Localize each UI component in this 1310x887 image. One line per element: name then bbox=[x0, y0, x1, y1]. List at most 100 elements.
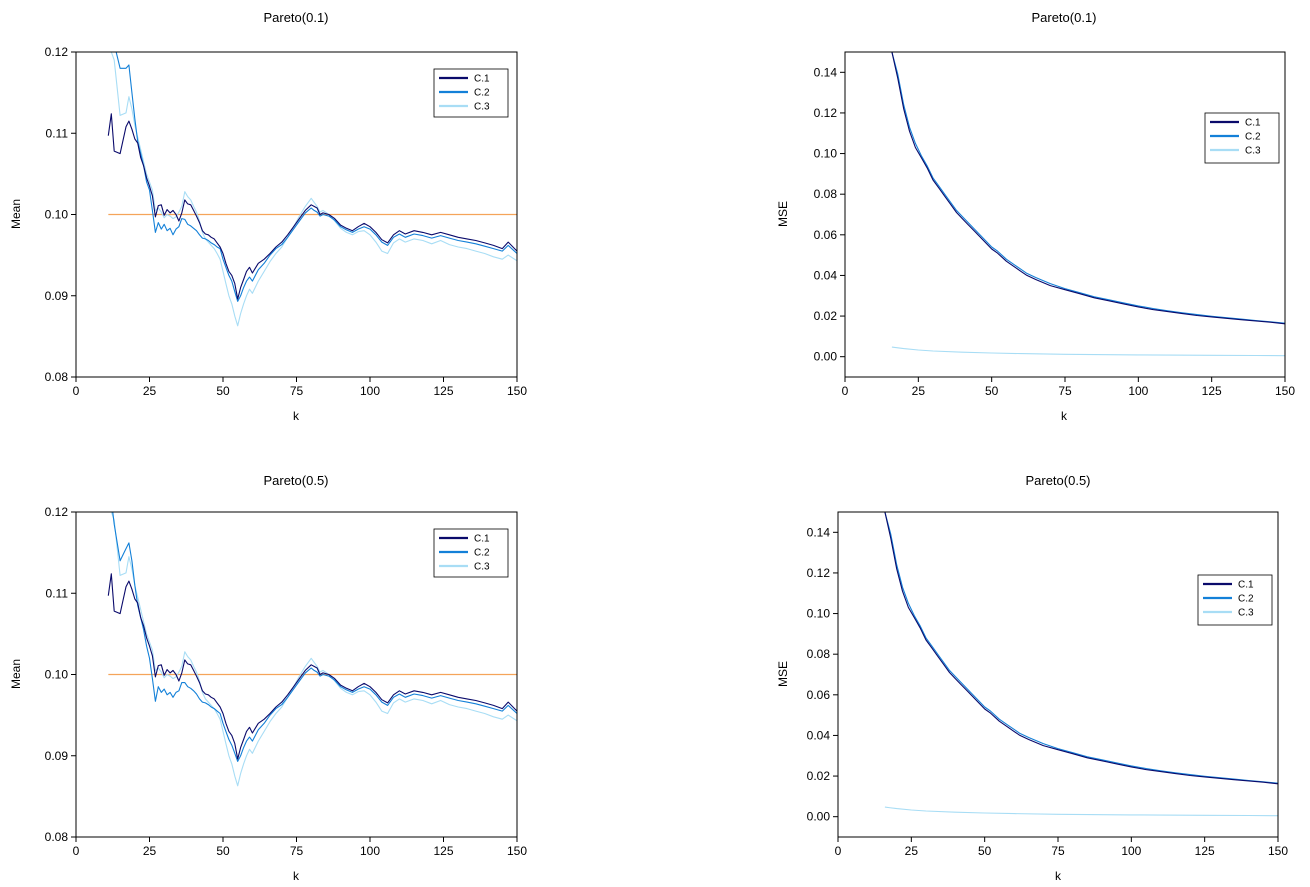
panel-title: Pareto(0.1) bbox=[1031, 10, 1096, 25]
y-tick-label: 0.14 bbox=[814, 65, 838, 79]
y-tick-label: 0.10 bbox=[45, 208, 69, 222]
plot-frame bbox=[837, 511, 1279, 838]
legend-label: C.1 bbox=[1238, 580, 1254, 591]
y-tick-label: 0.12 bbox=[45, 505, 69, 519]
x-tick-label: 125 bbox=[1195, 844, 1215, 858]
plot-frame bbox=[75, 511, 518, 838]
x-tick-label: 150 bbox=[1275, 384, 1295, 398]
x-tick-label: 25 bbox=[905, 844, 919, 858]
y-tick-label: 0.06 bbox=[807, 688, 831, 702]
legend: C.1 C.2 C.3 bbox=[1204, 112, 1280, 164]
x-tick-label: 125 bbox=[433, 384, 453, 398]
panel-title: Pareto(0.1) bbox=[263, 10, 328, 25]
x-tick-label: 150 bbox=[507, 844, 527, 858]
legend-label: C.2 bbox=[474, 88, 490, 99]
legend-label: C.1 bbox=[474, 74, 490, 85]
panel-mse-pareto-0-1: Pareto(0.1) MSE k 0 25 50 75 100 125 150 0.00 0.… bbox=[776, 10, 1295, 423]
x-tick-label: 50 bbox=[216, 844, 230, 858]
panel-title: Pareto(0.5) bbox=[263, 473, 328, 488]
y-tick-label: 0.06 bbox=[814, 228, 838, 242]
legend-label: C.3 bbox=[1238, 608, 1254, 619]
x-tick-label: 50 bbox=[978, 844, 992, 858]
x-tick-label: 150 bbox=[1268, 844, 1288, 858]
x-tick-label: 100 bbox=[1128, 384, 1148, 398]
legend-label: C.3 bbox=[474, 562, 490, 573]
x-axis-label: k bbox=[1055, 869, 1062, 883]
y-tick-label: 0.10 bbox=[45, 668, 69, 682]
panel-title: Pareto(0.5) bbox=[1025, 473, 1090, 488]
y-tick-label: 0.08 bbox=[814, 187, 838, 201]
series-line-c-2 bbox=[108, 512, 517, 762]
x-tick-label: 100 bbox=[360, 384, 380, 398]
y-tick-label: 0.14 bbox=[807, 525, 831, 539]
series-line-c-2 bbox=[891, 52, 1285, 324]
legend-box bbox=[1197, 574, 1273, 626]
y-tick-label: 0.04 bbox=[807, 728, 831, 742]
series-line-c-1 bbox=[107, 573, 517, 760]
y-tick-label: 0.11 bbox=[46, 586, 69, 600]
x-tick-label: 100 bbox=[1121, 844, 1141, 858]
y-tick-label: 0.12 bbox=[814, 106, 838, 120]
y-tick-label: 0.12 bbox=[807, 566, 831, 580]
y-axis-label: Mean bbox=[9, 659, 23, 689]
plot-frame bbox=[75, 51, 518, 378]
y-tick-label: 0.02 bbox=[807, 769, 831, 783]
legend-label: C.1 bbox=[474, 534, 490, 545]
x-tick-label: 50 bbox=[985, 384, 999, 398]
plot-frame bbox=[844, 51, 1286, 378]
y-axis-label: MSE bbox=[776, 661, 790, 687]
series-line-c-2 bbox=[108, 52, 517, 302]
y-tick-label: 0.00 bbox=[807, 810, 831, 824]
legend-label: C.2 bbox=[1245, 132, 1261, 143]
y-tick-label: 0.10 bbox=[807, 607, 831, 621]
y-tick-label: 0.08 bbox=[807, 647, 831, 661]
legend-label: C.2 bbox=[1238, 594, 1254, 605]
x-tick-label: 0 bbox=[835, 844, 842, 858]
x-tick-label: 75 bbox=[1051, 844, 1065, 858]
y-tick-label: 0.10 bbox=[814, 147, 838, 161]
series-line-c-1 bbox=[884, 512, 1278, 785]
panel-mse-pareto-0-5: Pareto(0.5) MSE k 0 25 50 75 100 125 150 0.00 0.… bbox=[776, 473, 1288, 883]
y-tick-label: 0.11 bbox=[46, 126, 69, 140]
x-tick-label: 0 bbox=[73, 844, 80, 858]
legend-label: C.3 bbox=[1245, 146, 1261, 157]
x-tick-label: 75 bbox=[290, 384, 304, 398]
x-axis-label: k bbox=[1061, 409, 1068, 423]
x-tick-label: 25 bbox=[912, 384, 926, 398]
legend-label: C.2 bbox=[474, 548, 490, 559]
y-tick-label: 0.08 bbox=[45, 370, 69, 384]
series-line-c-2 bbox=[884, 512, 1278, 784]
legend-label: C.1 bbox=[1245, 118, 1261, 129]
x-tick-label: 25 bbox=[143, 844, 157, 858]
panel-mean-pareto-0-1: Pareto(0.1) Mean k 0 25 50 75 100 125 150 0.08 0… bbox=[9, 10, 527, 423]
y-tick-label: 0.12 bbox=[45, 45, 69, 59]
x-tick-label: 0 bbox=[842, 384, 849, 398]
panel-mean-pareto-0-5: Pareto(0.5) Mean k 0 25 50 75 100 125 150 0.08 0… bbox=[9, 473, 527, 883]
y-axis-label: Mean bbox=[9, 199, 23, 229]
y-tick-label: 0.09 bbox=[45, 749, 69, 763]
legend-label: C.3 bbox=[474, 102, 490, 113]
x-tick-label: 25 bbox=[143, 384, 157, 398]
y-tick-label: 0.00 bbox=[814, 350, 838, 364]
series-line-c-3 bbox=[891, 346, 1285, 357]
y-tick-label: 0.08 bbox=[45, 830, 69, 844]
series-line-c-3 bbox=[884, 806, 1278, 817]
y-tick-label: 0.02 bbox=[814, 309, 838, 323]
x-tick-label: 125 bbox=[1202, 384, 1222, 398]
x-axis-label: k bbox=[293, 409, 300, 423]
y-axis-label: MSE bbox=[776, 201, 790, 227]
y-tick-label: 0.09 bbox=[45, 289, 69, 303]
legend: C.1 C.2 C.3 bbox=[433, 528, 509, 578]
x-tick-label: 75 bbox=[290, 844, 304, 858]
legend: C.1 C.2 C.3 bbox=[433, 68, 509, 118]
x-tick-label: 50 bbox=[216, 384, 230, 398]
x-tick-label: 125 bbox=[433, 844, 453, 858]
y-tick-label: 0.04 bbox=[814, 268, 838, 282]
x-tick-label: 0 bbox=[73, 384, 80, 398]
x-axis-label: k bbox=[293, 869, 300, 883]
x-tick-label: 100 bbox=[360, 844, 380, 858]
series-line-c-1 bbox=[891, 52, 1285, 325]
x-tick-label: 75 bbox=[1058, 384, 1072, 398]
series-line-c-1 bbox=[107, 113, 517, 300]
